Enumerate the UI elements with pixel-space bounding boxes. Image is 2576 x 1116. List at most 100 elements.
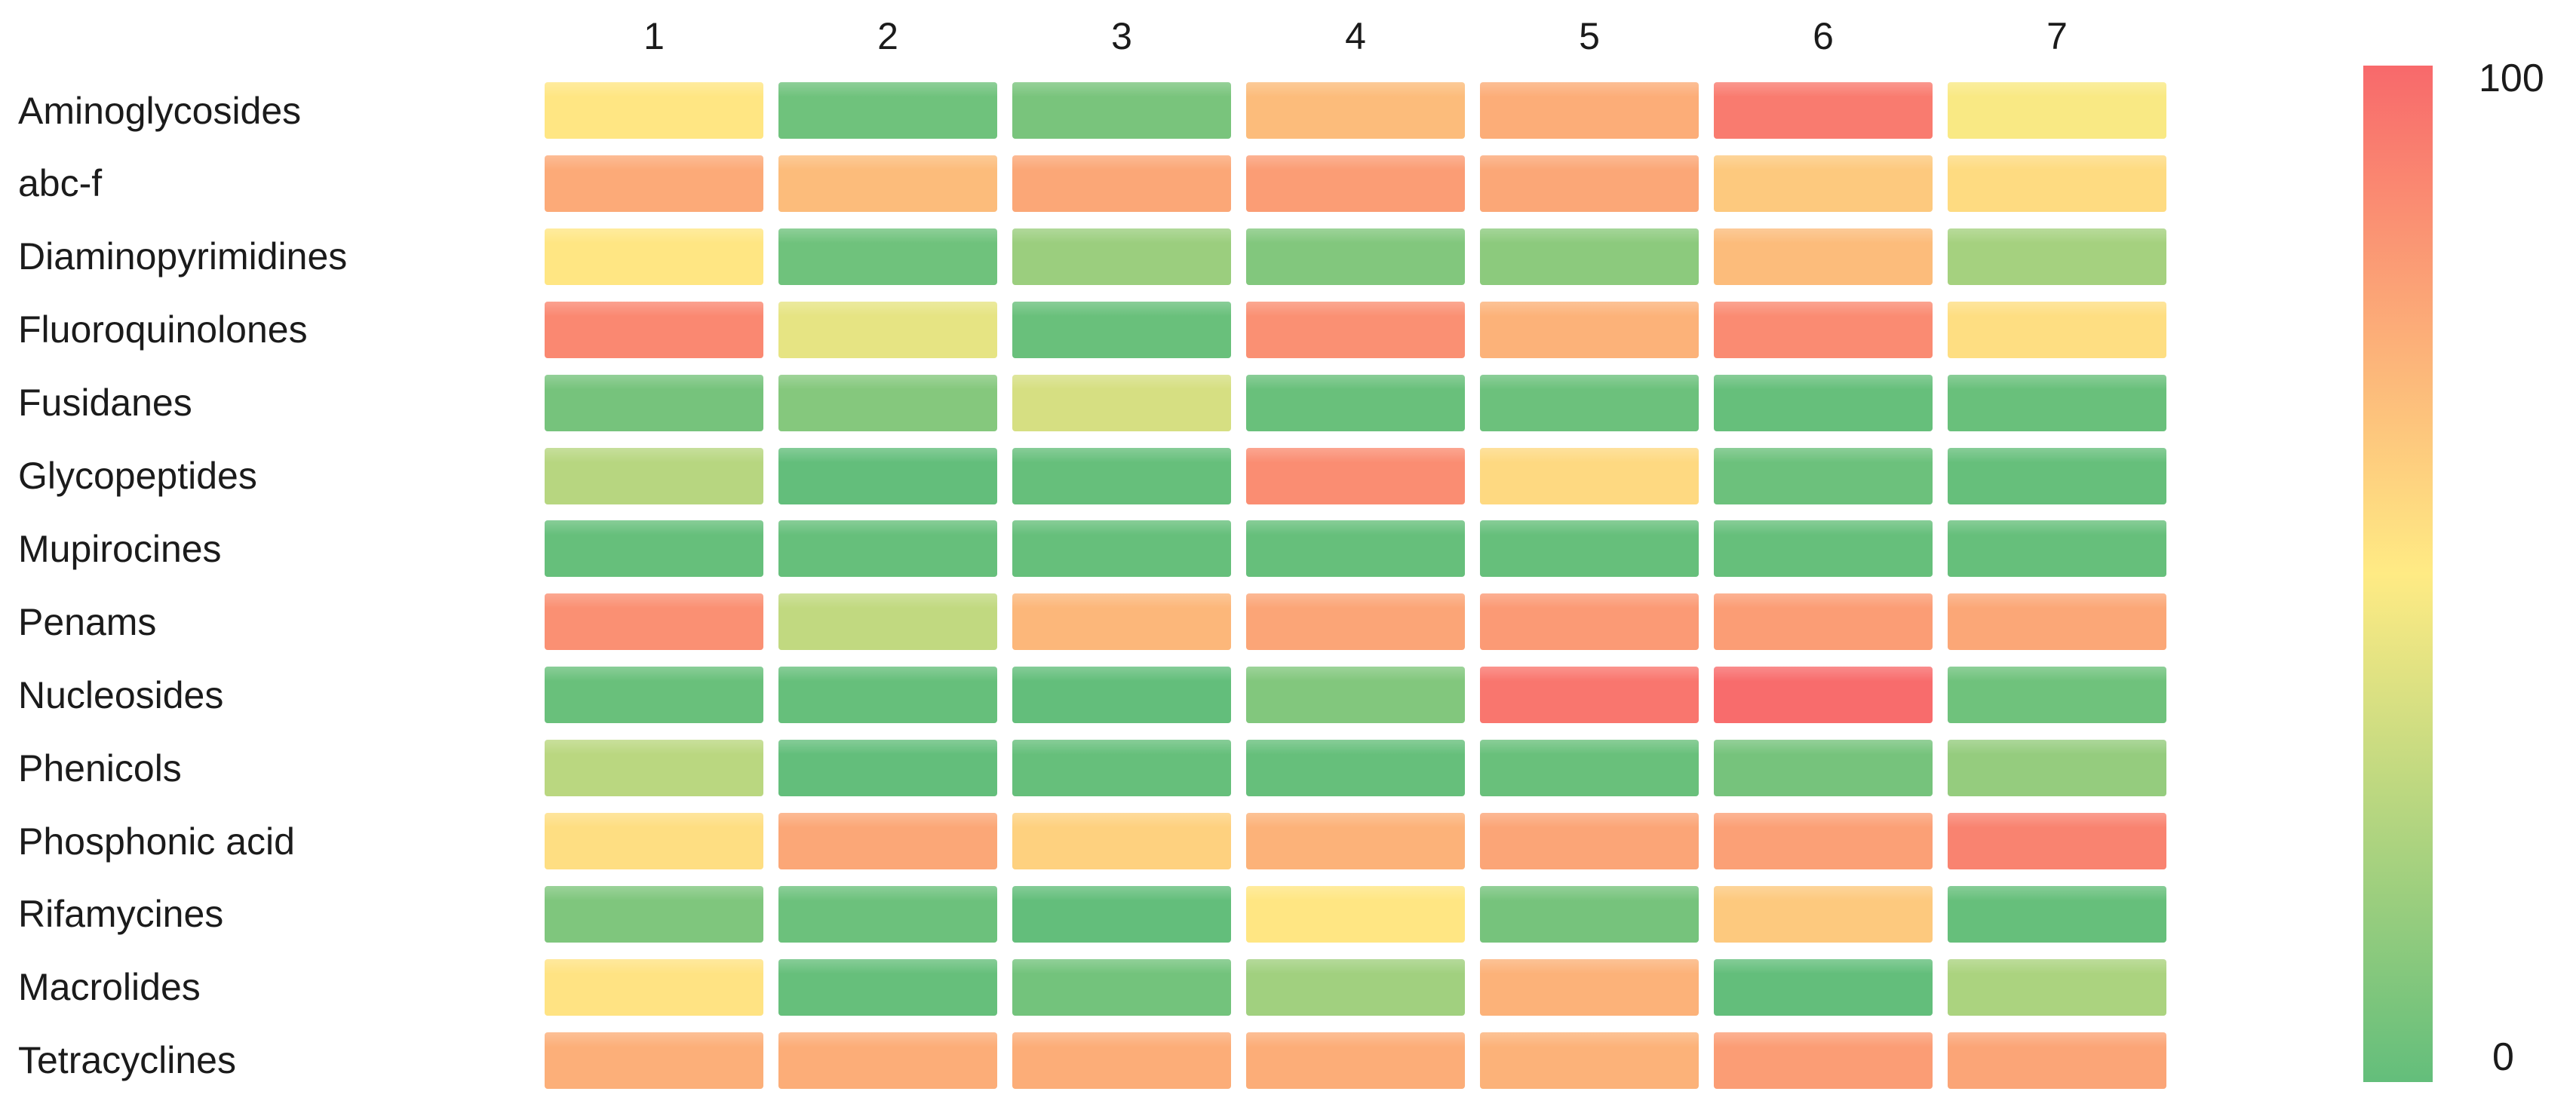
heatmap-cell-diaminopyrimidines-2 xyxy=(778,228,997,285)
heatmap-cell-aminoglycosides-1 xyxy=(545,82,763,139)
heatmap-cell-macrolides-5 xyxy=(1480,958,1699,1016)
heatmap-cell-tetracyclines-6 xyxy=(1714,1032,1933,1089)
heatmap-cell-diaminopyrimidines-4 xyxy=(1246,228,1465,285)
heatmap-cell-nucleosides-2 xyxy=(778,667,997,724)
heatmap-cell-macrolides-4 xyxy=(1246,958,1465,1016)
heatmap-cell-phenicols-7 xyxy=(1948,740,2166,797)
heatmap-cell-nucleosides-7 xyxy=(1948,667,2166,724)
heatmap-cell-macrolides-6 xyxy=(1714,958,1933,1016)
heatmap-cell-tetracyclines-3 xyxy=(1012,1032,1231,1089)
row-label-fluoroquinolones: Fluoroquinolones xyxy=(18,308,308,351)
heatmap-cell-nucleosides-6 xyxy=(1714,667,1933,724)
colorbar-min-label: 0 xyxy=(2492,1035,2514,1079)
heatmap-cell-macrolides-3 xyxy=(1012,958,1231,1016)
row-label-nucleosides: Nucleosides xyxy=(18,673,224,716)
heatmap-cell-tetracyclines-2 xyxy=(778,1032,997,1089)
column-header-2: 2 xyxy=(877,15,898,57)
heatmap-cell-glycopeptides-3 xyxy=(1012,447,1231,504)
row-label-aminoglycosides: Aminoglycosides xyxy=(18,89,302,132)
heatmap-cell-mupirocines-1 xyxy=(545,520,763,578)
heatmap-cell-diaminopyrimidines-3 xyxy=(1012,228,1231,285)
heatmap-cell-nucleosides-3 xyxy=(1012,667,1231,724)
heatmap-cell-glycopeptides-1 xyxy=(545,447,763,504)
heatmap-cell-nucleosides-5 xyxy=(1480,667,1699,724)
column-header-4: 4 xyxy=(1345,15,1366,57)
column-header-7: 7 xyxy=(2046,15,2068,57)
heatmap-cell-fluoroquinolones-2 xyxy=(778,301,997,358)
heatmap-cell-fluoroquinolones-7 xyxy=(1948,301,2166,358)
heatmap-cell-abc-f-1 xyxy=(545,155,763,212)
colorbar-max-label: 100 xyxy=(2479,57,2544,100)
heatmap-cell-mupirocines-2 xyxy=(778,520,997,578)
heatmap-cell-tetracyclines-1 xyxy=(545,1032,763,1089)
row-label-fusidanes: Fusidanes xyxy=(18,382,192,425)
heatmap-cell-fusidanes-6 xyxy=(1714,374,1933,431)
column-header-3: 3 xyxy=(1111,15,1132,57)
heatmap-cell-fusidanes-1 xyxy=(545,374,763,431)
heatmap-cell-rifamycines-4 xyxy=(1246,885,1465,943)
heatmap-cell-diaminopyrimidines-5 xyxy=(1480,228,1699,285)
colorbar-gradient xyxy=(2363,66,2433,1082)
heatmap-cell-phenicols-2 xyxy=(778,740,997,797)
heatmap-cell-tetracyclines-4 xyxy=(1246,1032,1465,1089)
heatmap-cell-glycopeptides-5 xyxy=(1480,447,1699,504)
heatmap-cell-penams-4 xyxy=(1246,593,1465,651)
heatmap-cell-phosphonic-acid-2 xyxy=(778,813,997,869)
row-label-diaminopyrimidines: Diaminopyrimidines xyxy=(18,235,348,278)
heatmap-cell-rifamycines-1 xyxy=(545,885,763,943)
heatmap-cell-abc-f-5 xyxy=(1480,155,1699,212)
heatmap-cell-macrolides-2 xyxy=(778,958,997,1016)
heatmap-cell-rifamycines-6 xyxy=(1714,885,1933,943)
heatmap-cell-fluoroquinolones-1 xyxy=(545,301,763,358)
heatmap-cell-phosphonic-acid-5 xyxy=(1480,813,1699,869)
heatmap-cell-penams-5 xyxy=(1480,593,1699,651)
row-label-rifamycines: Rifamycines xyxy=(18,893,224,936)
heatmap-cell-mupirocines-3 xyxy=(1012,520,1231,578)
heatmap-cell-diaminopyrimidines-1 xyxy=(545,228,763,285)
row-label-penams: Penams xyxy=(18,600,157,643)
heatmap-cell-aminoglycosides-5 xyxy=(1480,82,1699,139)
row-label-abc-f: abc-f xyxy=(18,162,103,205)
heatmap-cell-abc-f-3 xyxy=(1012,155,1231,212)
heatmap-cell-phosphonic-acid-6 xyxy=(1714,813,1933,869)
heatmap-cell-fusidanes-2 xyxy=(778,374,997,431)
heatmap-cell-penams-3 xyxy=(1012,593,1231,651)
column-header-1: 1 xyxy=(643,15,665,57)
heatmap-cell-phosphonic-acid-4 xyxy=(1246,813,1465,869)
heatmap-cell-macrolides-1 xyxy=(545,958,763,1016)
heatmap-cell-aminoglycosides-4 xyxy=(1246,82,1465,139)
heatmap-cell-glycopeptides-2 xyxy=(778,447,997,504)
heatmap-cell-abc-f-7 xyxy=(1948,155,2166,212)
row-label-macrolides: Macrolides xyxy=(18,966,201,1009)
heatmap-cell-fusidanes-3 xyxy=(1012,374,1231,431)
heatmap-cell-phenicols-3 xyxy=(1012,740,1231,797)
row-label-mupirocines: Mupirocines xyxy=(18,527,222,570)
heatmap-cell-fluoroquinolones-5 xyxy=(1480,301,1699,358)
heatmap-cell-tetracyclines-5 xyxy=(1480,1032,1699,1089)
row-label-glycopeptides: Glycopeptides xyxy=(18,455,257,497)
row-label-phenicols: Phenicols xyxy=(18,747,182,789)
heatmap-cell-abc-f-2 xyxy=(778,155,997,212)
heatmap-cell-diaminopyrimidines-6 xyxy=(1714,228,1933,285)
heatmap-cell-mupirocines-4 xyxy=(1246,520,1465,578)
heatmap-cell-rifamycines-3 xyxy=(1012,885,1231,943)
row-label-phosphonic-acid: Phosphonic acid xyxy=(18,820,295,863)
heatmap-cell-mupirocines-7 xyxy=(1948,520,2166,578)
heatmap-cell-macrolides-7 xyxy=(1948,958,2166,1016)
heatmap-cell-nucleosides-4 xyxy=(1246,667,1465,724)
heatmap-cell-rifamycines-2 xyxy=(778,885,997,943)
heatmap-cell-aminoglycosides-3 xyxy=(1012,82,1231,139)
heatmap-cell-tetracyclines-7 xyxy=(1948,1032,2166,1089)
heatmap-cell-phosphonic-acid-3 xyxy=(1012,813,1231,869)
heatmap-cell-fluoroquinolones-6 xyxy=(1714,301,1933,358)
row-label-tetracyclines: Tetracyclines xyxy=(18,1039,236,1082)
heatmap-cell-fusidanes-4 xyxy=(1246,374,1465,431)
heatmap-cell-fusidanes-5 xyxy=(1480,374,1699,431)
heatmap-cell-phenicols-6 xyxy=(1714,740,1933,797)
heatmap-cell-phenicols-5 xyxy=(1480,740,1699,797)
heatmap-cell-phenicols-4 xyxy=(1246,740,1465,797)
heatmap-cell-mupirocines-6 xyxy=(1714,520,1933,578)
heatmap-cell-fluoroquinolones-4 xyxy=(1246,301,1465,358)
heatmap-cell-abc-f-4 xyxy=(1246,155,1465,212)
heatmap-cell-abc-f-6 xyxy=(1714,155,1933,212)
